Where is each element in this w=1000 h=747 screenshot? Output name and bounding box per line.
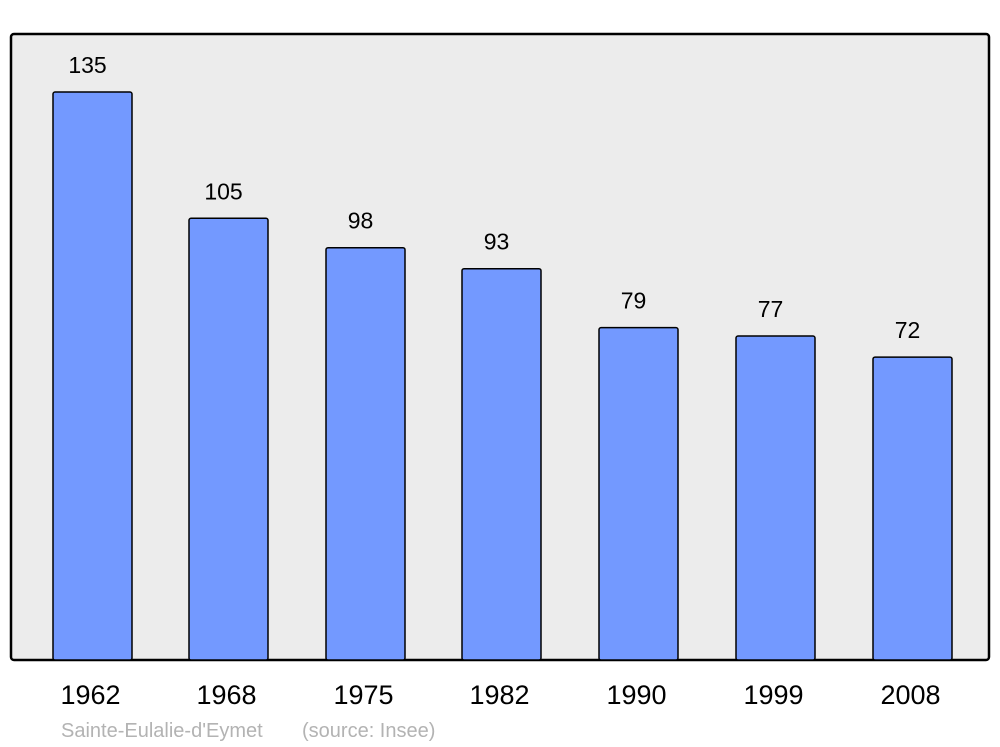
bar-1982 [461,267,542,661]
data-label-2008: 72 [895,317,921,343]
data-label-1990: 79 [621,288,647,314]
x-tick-2008: 2008 [880,680,940,710]
footer-source: (source: Insee) [302,720,435,742]
bar-1999 [735,335,816,661]
x-tick-1975: 1975 [333,680,393,710]
x-tick-1982: 1982 [469,680,529,710]
x-tick-1999: 1999 [743,680,803,710]
bar-2008 [872,356,953,661]
data-label-1999: 77 [758,296,784,322]
footer-place: Sainte-Eulalie-d'Eymet [61,720,263,742]
bar-1975 [325,246,406,661]
x-tick-1968: 1968 [196,680,256,710]
bar-1968 [188,217,269,661]
bar-1962 [52,91,133,661]
x-tick-1990: 1990 [606,680,666,710]
data-label-1968: 105 [204,178,242,204]
data-label-1982: 93 [484,229,510,255]
data-label-1962: 135 [68,52,106,78]
bar-1990 [598,326,679,661]
data-label-1975: 98 [348,208,374,234]
x-tick-1962: 1962 [60,680,120,710]
